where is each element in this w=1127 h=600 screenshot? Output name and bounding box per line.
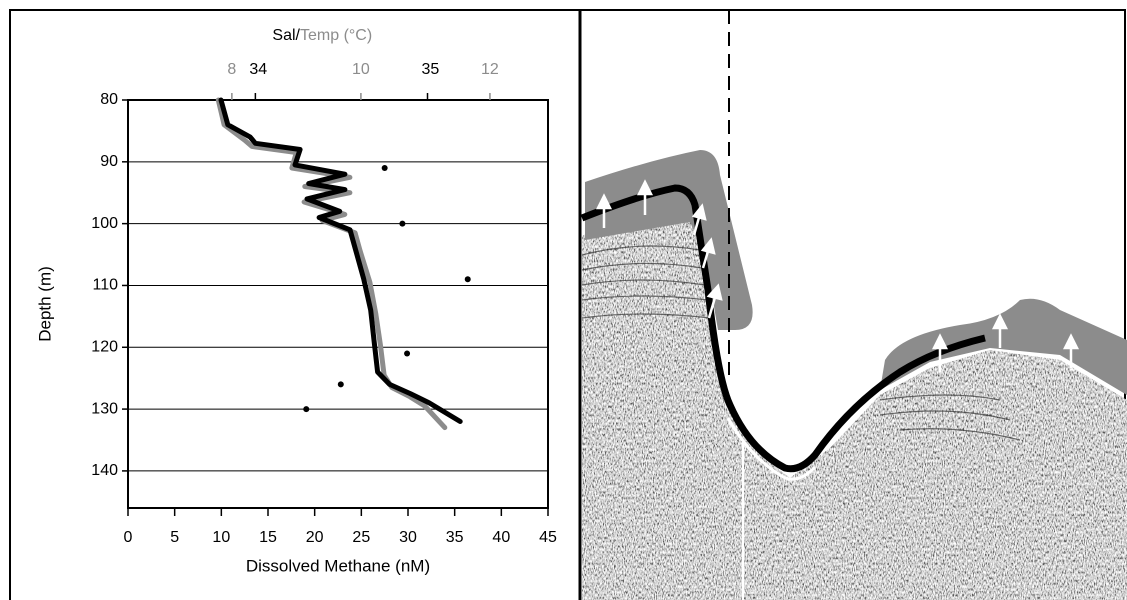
x-tick-label: 30: [399, 529, 417, 546]
methane-point: [404, 350, 411, 357]
y-tick-label: 140: [91, 462, 118, 479]
plot-area: [127, 99, 549, 509]
methane-point: [399, 220, 406, 227]
y-tick-label: 90: [100, 153, 118, 170]
seismic-fade: [582, 205, 1127, 600]
seafloor-trace: [580, 184, 986, 473]
salinity-profile: [218, 97, 463, 424]
top-tick-label: 34: [249, 61, 267, 78]
x-tick-label: 5: [170, 529, 179, 546]
x-tick-label: 15: [259, 529, 277, 546]
y-tick-label: 110: [92, 277, 118, 294]
x-tick-label: 40: [492, 529, 510, 546]
x-axis-title: Dissolved Methane (nM): [246, 556, 430, 575]
bubble-arrows: [595, 179, 1080, 372]
x-tick-label: 10: [212, 529, 230, 546]
x-tick-label: 45: [539, 529, 557, 546]
temperature-profile: [215, 97, 448, 431]
x-tick-label: 25: [352, 529, 370, 546]
top-tick-label: 12: [481, 61, 499, 78]
x-tick-label: 35: [446, 529, 464, 546]
reflectors: [582, 245, 1021, 441]
methane-point: [464, 276, 471, 283]
plume-envelope: [880, 298, 1127, 395]
top-tick-label: 10: [352, 61, 370, 78]
methane-point: [303, 406, 310, 413]
y-tick-label: 100: [91, 215, 118, 232]
top-title-temp: Temp (°C): [300, 27, 372, 44]
top-title-sal: Sal/: [272, 27, 300, 44]
frame: [9, 9, 1126, 600]
y-tick-label: 130: [91, 400, 118, 417]
methane-point: [337, 381, 344, 388]
x-tick-label: 20: [306, 529, 324, 546]
y-tick-label: 120: [91, 338, 118, 355]
methane-point: [381, 165, 388, 171]
top-tick-label: 8: [227, 61, 236, 78]
x-tick-label: 0: [124, 529, 133, 546]
top-tick-label: 35: [422, 61, 440, 78]
y-axis-title: Depth (m): [35, 266, 54, 342]
seismic-image: [582, 205, 1127, 600]
seafloor-white: [726, 417, 817, 481]
y-tick-label: 80: [100, 91, 118, 108]
